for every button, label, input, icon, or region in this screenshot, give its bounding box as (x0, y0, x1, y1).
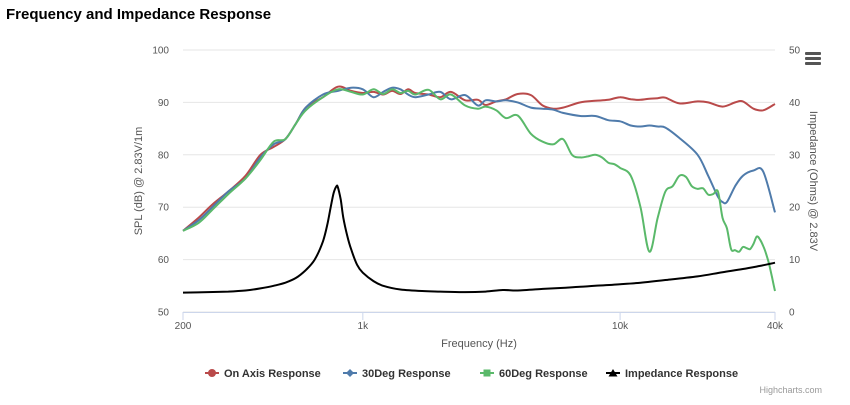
axes-layer: 50 60 70 80 90 100 0 10 20 30 40 50 200 1k 10k 40k Frequ… (133, 46, 819, 351)
30deg-response-legend-label[interactable]: 30Deg Response (362, 368, 451, 380)
chart-title: Frequency and Impedance Response (6, 6, 272, 23)
menu-bar (805, 57, 821, 60)
y2-tick-label: 10 (789, 255, 801, 266)
on-axis-response-legend-label[interactable]: On Axis Response (224, 368, 321, 380)
impedance-response-legend-label[interactable]: Impedance Response (625, 368, 738, 380)
y2-tick-label: 0 (789, 308, 795, 319)
y2-tick-label: 40 (789, 98, 801, 109)
y-tick-label: 80 (158, 150, 170, 161)
y-tick-label: 100 (152, 46, 169, 57)
impedance-response-line (182, 184, 776, 294)
30deg-response-legend-marker (346, 369, 354, 377)
x-tick-label: 1k (358, 321, 370, 332)
x-tick-label: 10k (612, 321, 629, 332)
menu-bar (805, 62, 821, 65)
x-tick-label: 200 (175, 321, 192, 332)
y2-tick-label: 20 (789, 203, 801, 214)
60deg-response-legend-marker (483, 369, 491, 377)
on-axis-response-legend-marker (208, 369, 216, 377)
y2-axis-title: Impedance (Ohms) @ 2.83V (807, 111, 819, 252)
y2-tick-label: 50 (789, 46, 801, 57)
60deg-response-legend-label[interactable]: 60Deg Response (499, 368, 588, 380)
series-layer (182, 85, 776, 294)
credits[interactable]: Highcharts.com (759, 385, 822, 395)
y-axis-title: SPL (dB) @ 2.83V/1m (133, 127, 145, 236)
y-tick-label: 90 (158, 98, 170, 109)
impedance-response-legend-marker (608, 369, 618, 377)
y2-tick-label: 30 (789, 150, 801, 161)
x-tick-label: 40k (767, 321, 784, 332)
x-axis-title: Frequency (Hz) (441, 338, 517, 350)
legend: On Axis Response 30Deg Response 60Deg Resp… (205, 368, 738, 380)
y-tick-label: 60 (158, 255, 170, 266)
menu-bar (805, 52, 821, 55)
menu-icon[interactable] (805, 52, 821, 66)
y-tick-label: 50 (158, 308, 170, 319)
30deg-response-line (182, 86, 776, 232)
60deg-response-line (182, 88, 776, 292)
grid (183, 49, 775, 313)
y-tick-label: 70 (158, 203, 170, 214)
